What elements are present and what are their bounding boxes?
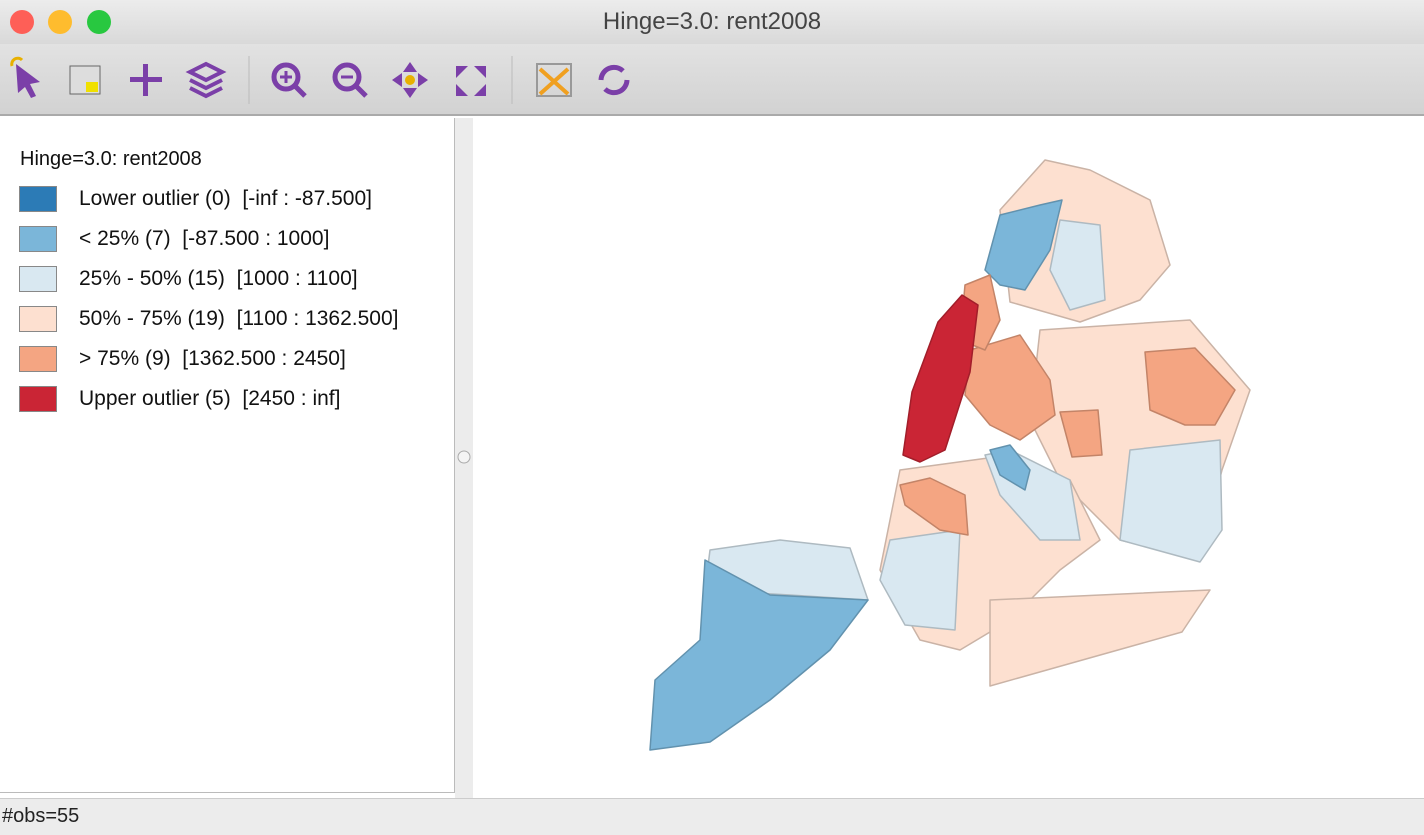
legend-swatch	[19, 346, 57, 372]
region	[1144, 347, 1236, 426]
zoom-button[interactable]	[87, 10, 111, 34]
region	[1049, 219, 1106, 311]
region	[1119, 439, 1223, 563]
minimize-button[interactable]	[48, 10, 72, 34]
legend-swatch	[19, 226, 57, 252]
map-panel	[474, 118, 1424, 798]
add-tool[interactable]	[130, 64, 162, 96]
status-bar: #obs=55	[0, 798, 1424, 835]
legend-label: 25% - 50% (15) [1000 : 1100]	[79, 267, 358, 290]
region	[902, 294, 979, 463]
close-button[interactable]	[10, 10, 34, 34]
legend-swatch	[19, 186, 57, 212]
region	[649, 559, 869, 751]
region	[989, 444, 1031, 491]
legend-item[interactable]: Lower outlier (0) [-inf : -87.500]	[19, 184, 372, 214]
layers-tool[interactable]	[185, 61, 227, 99]
legend-label: Lower outlier (0) [-inf : -87.500]	[79, 187, 372, 210]
window-title: Hinge=3.0: rent2008	[602, 8, 822, 35]
legend-panel: Hinge=3.0: rent2008 Lower outlier (0) [-…	[0, 118, 455, 793]
legend-label: 50% - 75% (19) [1100 : 1362.500]	[79, 307, 399, 330]
map	[649, 159, 1251, 751]
legend-item[interactable]: Upper outlier (5) [2450 : inf]	[19, 384, 340, 414]
basemap-tool[interactable]	[536, 63, 572, 97]
legend-label: < 25% (7) [-87.500 : 1000]	[79, 227, 330, 250]
legend-swatch	[19, 306, 57, 332]
table-tool[interactable]	[69, 65, 101, 95]
title-bar: Hinge=3.0: rent2008	[0, 0, 1424, 44]
legend-item[interactable]: < 25% (7) [-87.500 : 1000]	[19, 224, 329, 254]
region	[989, 589, 1211, 687]
refresh-tool[interactable]	[598, 64, 630, 96]
legend-title: Hinge=3.0: rent2008	[20, 148, 202, 170]
pan-tool[interactable]	[392, 62, 428, 98]
select-tool[interactable]	[10, 56, 40, 98]
toolbar	[0, 44, 1424, 116]
zoom-out-tool[interactable]	[332, 62, 368, 98]
full-extent-tool[interactable]	[456, 66, 486, 96]
window-controls	[10, 10, 111, 34]
legend-label: > 75% (9) [1362.500 : 2450]	[79, 347, 346, 370]
legend-label: Upper outlier (5) [2450 : inf]	[79, 387, 341, 410]
region	[964, 334, 1056, 441]
status-text: #obs=55	[2, 805, 80, 827]
legend-item[interactable]: 25% - 50% (15) [1000 : 1100]	[19, 264, 358, 294]
legend-item[interactable]: > 75% (9) [1362.500 : 2450]	[19, 344, 346, 374]
legend-item[interactable]: 50% - 75% (19) [1100 : 1362.500]	[19, 304, 399, 334]
splitter-handle	[457, 450, 471, 464]
region	[984, 199, 1063, 291]
zoom-in-tool[interactable]	[271, 62, 307, 98]
region	[879, 529, 961, 631]
splitter[interactable]	[455, 118, 473, 798]
legend-swatch	[19, 386, 57, 412]
region	[899, 477, 969, 536]
legend-swatch	[19, 266, 57, 292]
region	[1059, 409, 1103, 458]
toolbar-icons	[10, 56, 630, 104]
